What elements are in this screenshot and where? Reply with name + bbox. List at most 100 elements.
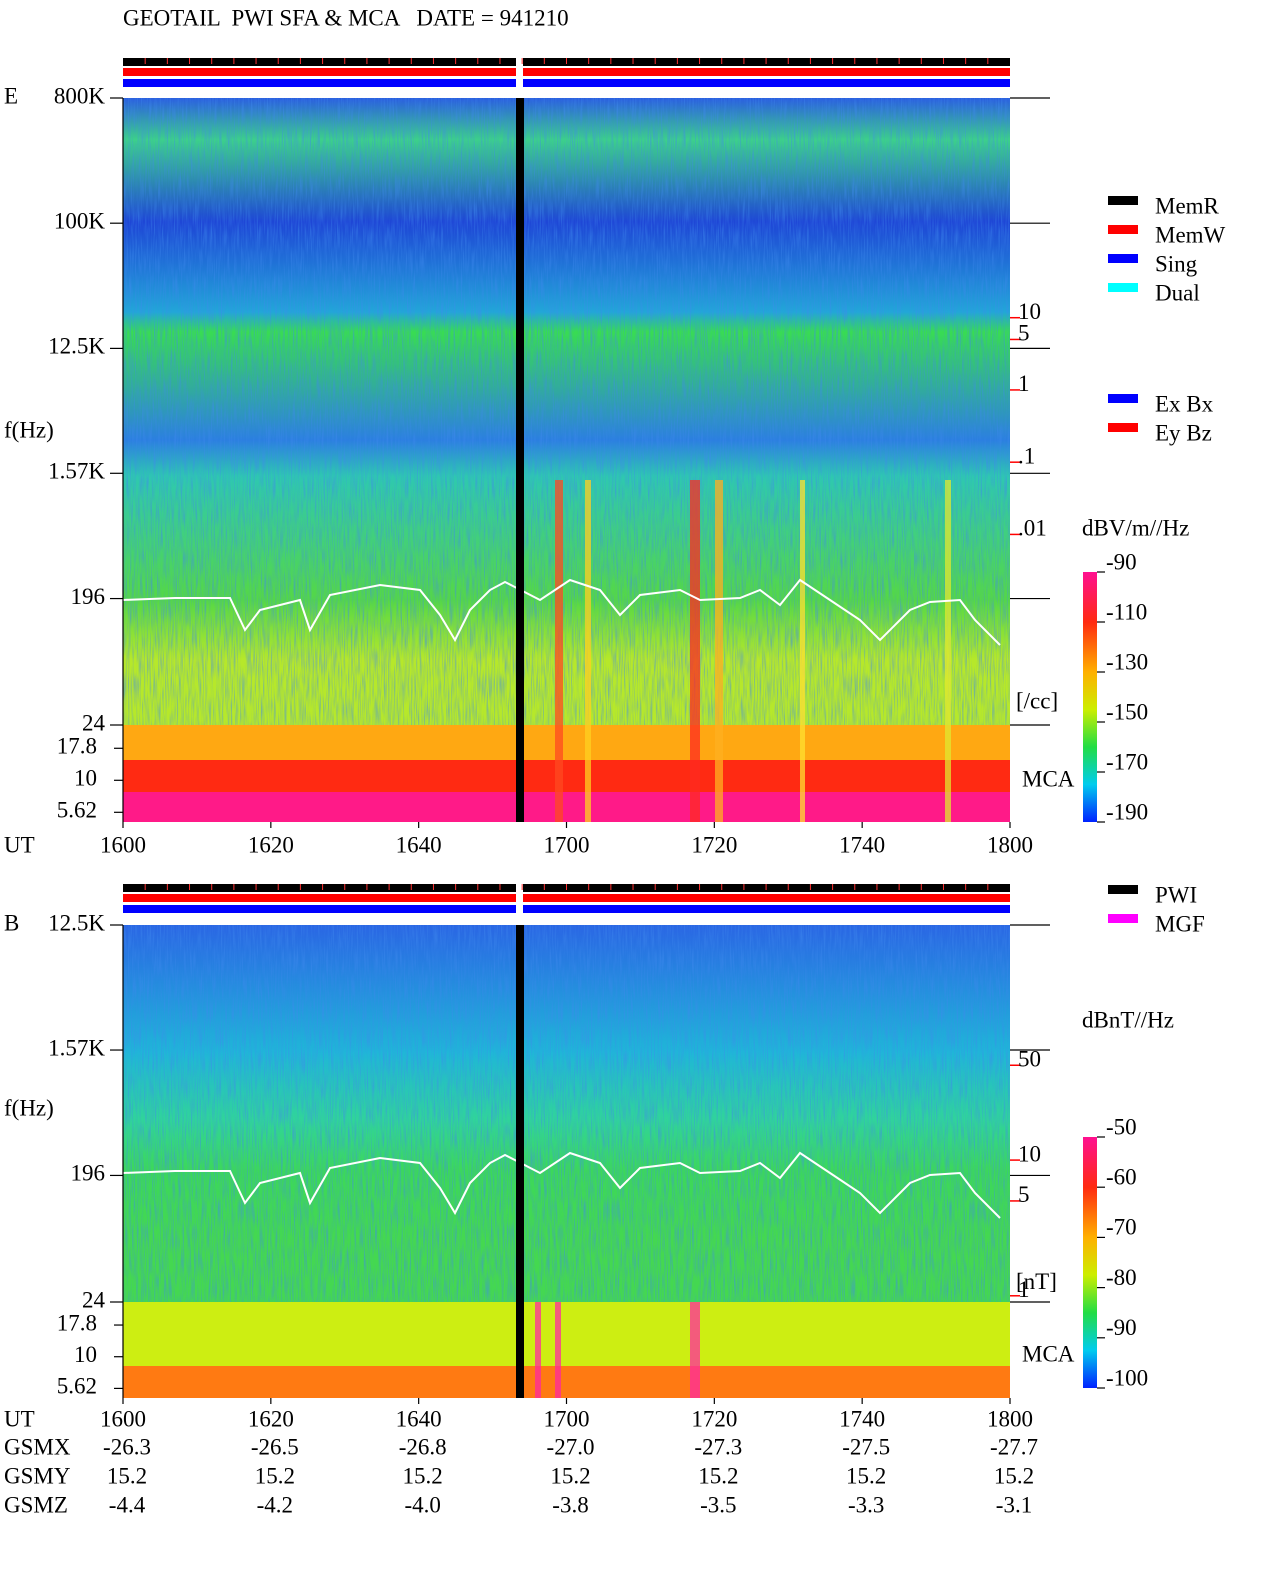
legend-label: Sing bbox=[1155, 251, 1198, 276]
x-tick-label: 1620 bbox=[248, 1406, 294, 1431]
orbit-row-label: GSMZ bbox=[4, 1492, 68, 1517]
orbit-row-label: GSMY bbox=[4, 1463, 71, 1488]
colorbar-tick-label: -170 bbox=[1106, 749, 1148, 774]
colorbar-tick-label: -70 bbox=[1106, 1215, 1137, 1240]
wave-burst bbox=[555, 480, 563, 822]
strip-gap bbox=[516, 58, 523, 88]
x-axis-label: UT bbox=[4, 832, 35, 857]
orbit-value: -4.2 bbox=[257, 1492, 293, 1517]
mca-tick-label: 17.8 bbox=[57, 1310, 97, 1335]
y-tick-label: 24 bbox=[82, 1287, 106, 1312]
legend-swatch bbox=[1108, 196, 1138, 205]
orbit-value: 15.2 bbox=[107, 1463, 147, 1488]
colorbar-label: dBV/m//Hz bbox=[1082, 515, 1189, 540]
y2-tick-label: 5 bbox=[1018, 321, 1030, 346]
orbit-value: -27.0 bbox=[547, 1434, 595, 1459]
legend-label: MemR bbox=[1155, 193, 1220, 218]
legend-label: Ex Bx bbox=[1155, 391, 1214, 416]
mca-tick-label: 10 bbox=[74, 766, 97, 791]
mca-label: MCA bbox=[1022, 1341, 1075, 1366]
wave-burst bbox=[585, 480, 591, 822]
colorbar bbox=[1083, 1137, 1097, 1388]
y-tick-label: 24 bbox=[82, 710, 106, 735]
orbit-value: -3.5 bbox=[700, 1492, 736, 1517]
x-tick-label: 1620 bbox=[248, 832, 294, 857]
y-tick-label: 196 bbox=[71, 584, 106, 609]
status-strip bbox=[123, 905, 1010, 913]
data-gap bbox=[516, 98, 524, 822]
orbit-value: -3.3 bbox=[848, 1492, 884, 1517]
y-tick-label: 12.5K bbox=[48, 910, 105, 935]
mca-tick-label: 17.8 bbox=[57, 734, 97, 759]
mca-tick-label: 10 bbox=[74, 1342, 97, 1367]
mca-label: MCA bbox=[1022, 766, 1075, 791]
orbit-value: 15.2 bbox=[255, 1463, 295, 1488]
x-tick-label: 1800 bbox=[987, 832, 1033, 857]
spectrogram-band bbox=[123, 760, 1010, 792]
x-tick-label: 1700 bbox=[544, 832, 590, 857]
x-tick-label: 1720 bbox=[691, 1406, 737, 1431]
spectrogram-band bbox=[123, 725, 1010, 760]
orbit-value: 15.2 bbox=[846, 1463, 886, 1488]
orbit-value: 15.2 bbox=[698, 1463, 738, 1488]
mca-tick-label: 5.62 bbox=[57, 798, 97, 823]
plasma-line bbox=[122, 578, 1001, 646]
orbit-value: -26.3 bbox=[103, 1434, 151, 1459]
spectrogram-band bbox=[123, 792, 1010, 822]
colorbar-tick-label: -150 bbox=[1106, 699, 1148, 724]
panel-label: B bbox=[4, 910, 19, 935]
y2-tick-label: 10 bbox=[1018, 299, 1041, 324]
legend-swatch bbox=[1108, 423, 1138, 432]
legend-label: Ey Bz bbox=[1155, 420, 1212, 445]
colorbar-tick-label: -60 bbox=[1106, 1164, 1137, 1189]
orbit-value: -27.3 bbox=[694, 1434, 742, 1459]
x-tick-label: 1740 bbox=[839, 1406, 885, 1431]
spectrogram-band bbox=[123, 1366, 1010, 1398]
colorbar-label: dBnT//Hz bbox=[1082, 1007, 1174, 1032]
orbit-row-label: GSMX bbox=[4, 1434, 71, 1459]
colorbar-tick-label: -50 bbox=[1106, 1114, 1137, 1139]
mca-tick-label: 5.62 bbox=[57, 1374, 97, 1399]
colorbar-tick-label: -190 bbox=[1106, 799, 1148, 824]
status-strip bbox=[123, 79, 1010, 87]
y-tick-label: 100K bbox=[54, 208, 106, 233]
orbit-value: -27.7 bbox=[990, 1434, 1038, 1459]
orbit-value: 15.2 bbox=[550, 1463, 590, 1488]
y2-axis-label: [nT] bbox=[1016, 1269, 1057, 1294]
orbit-value: -4.0 bbox=[404, 1492, 440, 1517]
legend-label: MemW bbox=[1155, 222, 1226, 247]
y-tick-label: 800K bbox=[54, 83, 106, 108]
y2-tick-label: .01 bbox=[1018, 516, 1047, 541]
x-tick-label: 1700 bbox=[544, 1406, 590, 1431]
x-tick-label: 1600 bbox=[100, 1406, 146, 1431]
wave-burst bbox=[555, 1302, 561, 1398]
legend-swatch bbox=[1108, 283, 1138, 292]
y-tick-label: 196 bbox=[71, 1161, 106, 1186]
status-strip bbox=[123, 68, 1010, 76]
orbit-value: 15.2 bbox=[403, 1463, 443, 1488]
wave-burst bbox=[690, 480, 700, 822]
legend-label: PWI bbox=[1155, 882, 1197, 907]
y-tick-label: 1.57K bbox=[48, 1035, 105, 1060]
orbit-value: 15.2 bbox=[994, 1463, 1034, 1488]
x-tick-label: 1740 bbox=[839, 832, 885, 857]
orbit-value: -26.5 bbox=[251, 1434, 299, 1459]
wave-burst bbox=[715, 480, 723, 822]
colorbar-tick-label: -80 bbox=[1106, 1265, 1137, 1290]
y2-tick-label: 1 bbox=[1018, 1277, 1030, 1302]
data-gap bbox=[516, 925, 524, 1398]
colorbar-tick-label: -100 bbox=[1106, 1365, 1148, 1390]
x-tick-label: 1800 bbox=[987, 1406, 1033, 1431]
x-tick-label: 1600 bbox=[100, 832, 146, 857]
panel-label: E bbox=[4, 83, 18, 108]
title: GEOTAIL PWI SFA & MCA DATE = 941210 bbox=[123, 5, 569, 30]
colorbar-tick-label: -90 bbox=[1106, 549, 1137, 574]
legend-label: MGF bbox=[1155, 911, 1205, 936]
orbit-value: -27.5 bbox=[842, 1434, 890, 1459]
legend-swatch bbox=[1108, 914, 1138, 923]
wave-burst bbox=[690, 1302, 700, 1398]
orbit-value: -26.8 bbox=[399, 1434, 447, 1459]
x-tick-label: 1640 bbox=[396, 832, 442, 857]
legend-swatch bbox=[1108, 254, 1138, 263]
x-tick-label: 1720 bbox=[691, 832, 737, 857]
